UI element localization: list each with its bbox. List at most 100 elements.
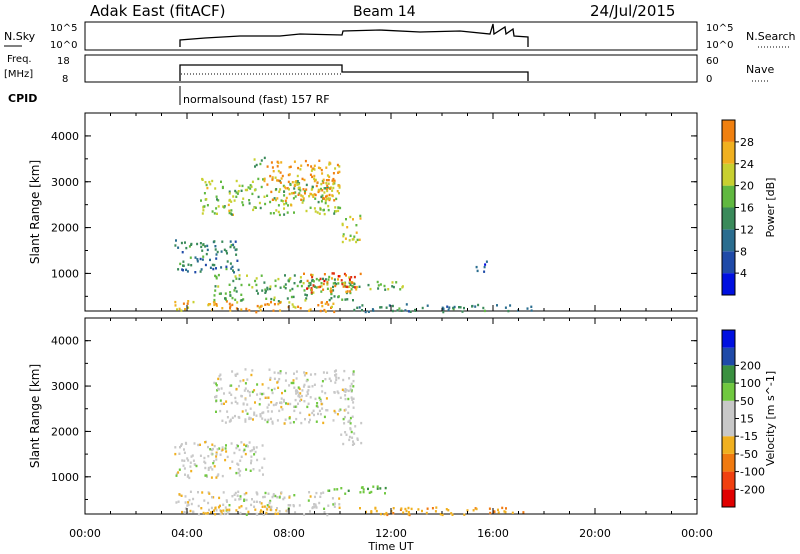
data-cell bbox=[321, 194, 324, 197]
data-cell bbox=[199, 257, 202, 261]
data-cell bbox=[260, 274, 263, 277]
data-cell bbox=[343, 422, 346, 425]
data-cell bbox=[329, 287, 332, 290]
data-cell bbox=[255, 491, 258, 494]
data-cell bbox=[297, 402, 299, 405]
data-cell bbox=[236, 494, 239, 497]
data-cell bbox=[334, 411, 337, 414]
data-cell bbox=[309, 396, 312, 399]
data-cell bbox=[206, 475, 208, 478]
data-cell bbox=[313, 506, 316, 509]
data-cell bbox=[349, 280, 351, 283]
data-cell bbox=[371, 308, 374, 311]
data-cell bbox=[189, 465, 192, 468]
data-cell bbox=[235, 191, 238, 194]
data-cell bbox=[311, 273, 314, 277]
data-cell bbox=[248, 199, 251, 202]
data-cell bbox=[347, 420, 350, 423]
data-cell bbox=[187, 300, 190, 303]
x-tick-label: 12:00 bbox=[375, 527, 407, 540]
data-cell bbox=[226, 252, 228, 255]
data-cell bbox=[226, 512, 229, 515]
data-cell bbox=[216, 474, 219, 478]
data-cell bbox=[254, 401, 256, 404]
data-cell bbox=[333, 179, 336, 182]
data-cell bbox=[260, 159, 263, 162]
data-cell bbox=[353, 308, 356, 312]
plot-frame bbox=[84, 112, 698, 312]
data-cell bbox=[323, 191, 326, 194]
data-cell bbox=[337, 391, 340, 395]
data-cell bbox=[323, 197, 326, 200]
data-cell bbox=[259, 510, 262, 514]
data-cell bbox=[190, 502, 193, 506]
data-cell bbox=[176, 308, 178, 311]
data-cell bbox=[231, 265, 234, 268]
data-cell bbox=[239, 511, 242, 515]
data-cell bbox=[350, 389, 353, 392]
data-cell bbox=[299, 307, 302, 310]
data-cell bbox=[319, 495, 322, 498]
data-cell bbox=[235, 387, 238, 391]
data-cell bbox=[246, 412, 249, 415]
data-cell bbox=[288, 173, 291, 176]
data-cell bbox=[269, 506, 272, 510]
data-cell bbox=[228, 508, 231, 511]
data-cell bbox=[388, 304, 391, 307]
data-cell bbox=[395, 281, 398, 284]
data-cell bbox=[509, 304, 512, 307]
data-cell bbox=[337, 282, 340, 285]
data-cell bbox=[269, 285, 272, 288]
data-cell bbox=[322, 491, 325, 494]
data-cell bbox=[199, 270, 202, 273]
data-cell bbox=[306, 390, 309, 394]
data-cell bbox=[312, 506, 314, 509]
data-cell bbox=[253, 413, 256, 416]
date-title: 24/Jul/2015 bbox=[590, 2, 675, 20]
data-cell bbox=[229, 294, 232, 297]
data-cell bbox=[215, 476, 218, 479]
data-cell bbox=[255, 289, 258, 292]
data-cell bbox=[453, 305, 456, 309]
data-cell bbox=[277, 386, 280, 389]
data-cell bbox=[272, 212, 275, 215]
data-cell bbox=[289, 289, 292, 292]
data-cell bbox=[200, 507, 203, 510]
colorbar-swatch bbox=[722, 471, 735, 490]
data-cell bbox=[212, 496, 215, 499]
data-cell bbox=[243, 499, 246, 502]
data-cell bbox=[229, 305, 232, 308]
data-cell bbox=[323, 308, 326, 312]
data-cell bbox=[319, 167, 322, 170]
data-cell bbox=[287, 204, 289, 207]
data-cell bbox=[331, 272, 334, 275]
data-cell bbox=[278, 409, 281, 413]
data-cell bbox=[214, 285, 217, 288]
data-cell bbox=[358, 306, 361, 309]
data-cell bbox=[489, 511, 492, 515]
data-cell bbox=[230, 267, 233, 270]
colorbar-swatch bbox=[722, 207, 735, 230]
colorbar-tick-label: 4 bbox=[740, 267, 747, 280]
data-cell bbox=[281, 174, 284, 178]
data-cell bbox=[262, 473, 264, 476]
data-cell bbox=[226, 455, 229, 459]
data-cell bbox=[238, 274, 241, 277]
data-cell bbox=[269, 499, 272, 503]
data-cell bbox=[229, 291, 232, 294]
data-cell bbox=[335, 369, 337, 372]
data-cell bbox=[280, 177, 283, 180]
data-cell bbox=[291, 287, 294, 291]
data-cell bbox=[308, 195, 311, 198]
data-cell bbox=[270, 401, 273, 404]
data-cell bbox=[304, 159, 307, 163]
data-cell bbox=[355, 240, 358, 244]
data-cell bbox=[331, 179, 334, 182]
data-cell bbox=[175, 239, 177, 242]
data-cell bbox=[348, 281, 351, 284]
data-cell bbox=[271, 176, 274, 179]
y-axis-label: Slant Range [km] bbox=[28, 364, 42, 468]
data-cell bbox=[280, 397, 283, 400]
data-cell bbox=[391, 285, 394, 288]
data-cell bbox=[179, 446, 181, 449]
